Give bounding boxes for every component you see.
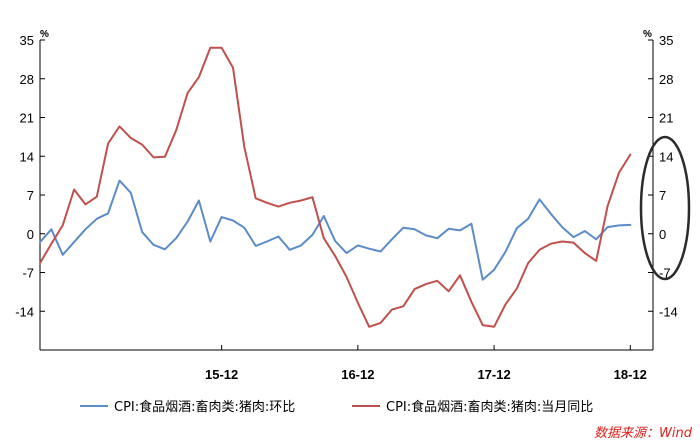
right-y-tick-label: 35 [659, 33, 673, 48]
series-line-mom [39, 179, 632, 281]
highlight-ellipse [639, 135, 691, 281]
left-y-tick-label: -14 [15, 304, 34, 319]
right-y-tick-label: -14 [659, 304, 678, 319]
annotation-layer [639, 135, 691, 281]
series-line-yoy [39, 46, 632, 328]
x-tick-label: 17-12 [477, 367, 510, 382]
x-tick-label: 15-12 [205, 367, 238, 382]
source-note: 数据来源：Wind [594, 426, 693, 440]
right-y-tick-label: 7 [659, 188, 666, 203]
left-y-tick-label: 28 [20, 72, 34, 87]
left-axis-unit: % [40, 29, 49, 40]
right-axis-unit: % [643, 29, 652, 40]
legend: CPI:食品烟酒:畜肉类:猪肉:环比 CPI:食品烟酒:畜肉类:猪肉:当月同比 [80, 399, 593, 415]
legend-label-yoy: CPI:食品烟酒:畜肉类:猪肉:当月同比 [386, 399, 593, 415]
right-y-tick-label: 28 [659, 72, 673, 87]
right-y-tick-label: -7 [659, 266, 671, 281]
left-y-tick-label: 7 [27, 188, 34, 203]
left-y-tick-label: 0 [27, 227, 34, 242]
x-tick-label: 16-12 [341, 367, 374, 382]
left-y-tick-label: -7 [22, 266, 34, 281]
left-y-tick-label: 35 [20, 33, 34, 48]
legend-label-mom: CPI:食品烟酒:畜肉类:猪肉:环比 [114, 399, 295, 415]
axes: 35 35 28 28 21 21 14 14 7 7 0 0 -7 -7 -14 -14 15-12 16-12… [15, 33, 678, 382]
right-y-tick-label: 21 [659, 111, 673, 126]
series-layer [39, 46, 632, 328]
left-y-tick-label: 14 [20, 149, 34, 164]
x-tick-label: 18-12 [614, 367, 647, 382]
right-y-tick-label: 0 [659, 227, 666, 242]
right-y-tick-label: 14 [659, 149, 673, 164]
left-y-tick-label: 21 [20, 111, 34, 126]
